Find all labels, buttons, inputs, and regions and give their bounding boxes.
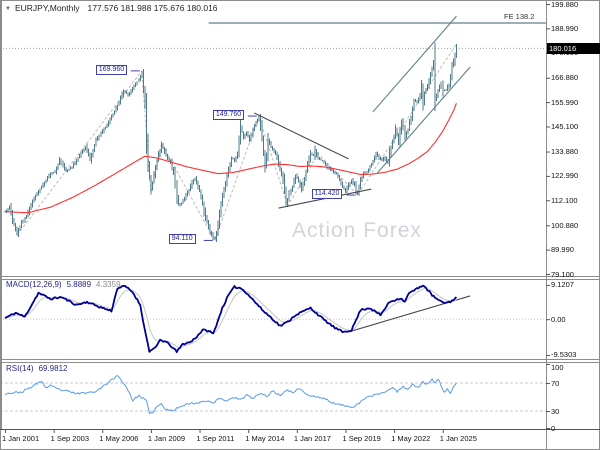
macd-label: MACD(12,26,9) [6, 280, 62, 289]
chart-title-bar: ▼ EURJPY,Monthly 177.576 181.988 175.676 1… [5, 3, 218, 13]
rsi-label: RSI(14) [6, 364, 34, 373]
watermark: Action Forex [292, 219, 422, 242]
swing-low-label-94110[interactable]: 94.110 [168, 234, 196, 245]
current-price-badge: 180.016 [547, 42, 600, 54]
macd-panel-header: MACD(12,26,9) 5.8889 4.3359 [6, 280, 121, 289]
fibonacci-extension-label[interactable]: FE 138.2 [504, 12, 535, 21]
chart-ohlc-values: 177.576 181.988 175.676 180.016 [87, 3, 218, 13]
swing-low-label-114420[interactable]: 114.420 [311, 189, 343, 200]
macd-signal-value: 4.3359 [96, 280, 121, 289]
rsi-panel-header: RSI(14) 69.9812 [6, 364, 67, 373]
swing-high-label-149760[interactable]: 149.760 [212, 110, 245, 121]
macd-main-value: 5.8889 [66, 280, 92, 289]
chart-symbol-title: EURJPY,Monthly [14, 3, 80, 13]
collapse-chart-icon[interactable]: ▼ [5, 6, 11, 12]
rsi-value: 69.9812 [38, 364, 68, 373]
swing-high-label-169960[interactable]: 169.960 [95, 64, 128, 75]
